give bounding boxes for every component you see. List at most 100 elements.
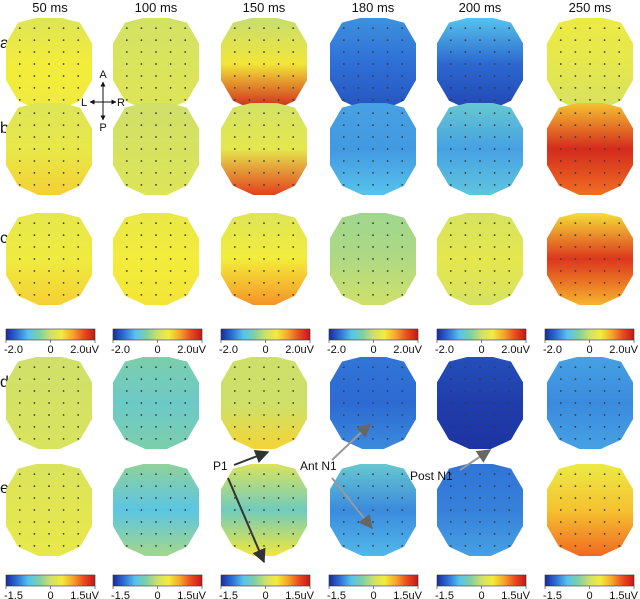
electrode <box>618 509 621 511</box>
electrode <box>62 222 65 225</box>
colorbar-0-5: -2.0 0 2.0uV <box>543 328 639 356</box>
electrode <box>248 390 251 392</box>
electrode <box>559 222 562 225</box>
time-header-50: 50 ms <box>32 0 68 15</box>
electrode <box>479 282 481 284</box>
electrode <box>589 112 591 114</box>
electrode <box>401 390 404 392</box>
electrode <box>401 172 404 174</box>
electrode <box>169 51 172 53</box>
electrode <box>140 234 143 237</box>
electrode <box>292 390 295 392</box>
electrode <box>508 282 511 284</box>
colorbar-tick-label: 0 <box>370 590 376 599</box>
electrode <box>603 509 606 511</box>
electrode <box>292 112 295 114</box>
electrode <box>62 184 65 186</box>
electrode <box>18 390 21 392</box>
electrode <box>62 545 65 547</box>
electrode <box>292 234 295 237</box>
electrode <box>248 438 251 440</box>
electrode <box>263 39 265 41</box>
electrode <box>618 99 621 101</box>
electrode <box>464 87 467 89</box>
electrode <box>449 63 452 65</box>
electrode <box>277 497 280 499</box>
electrode <box>48 160 50 162</box>
electrode <box>48 426 50 428</box>
electrode <box>479 270 481 272</box>
electrode <box>125 473 128 475</box>
electrode <box>493 87 496 89</box>
electrode <box>574 497 577 499</box>
electrode-dots <box>233 222 295 296</box>
electrode <box>372 234 374 237</box>
electrode <box>357 222 360 225</box>
electrode <box>233 136 236 138</box>
electrode <box>184 246 187 248</box>
electrode <box>618 485 621 487</box>
electrode <box>125 378 128 380</box>
electrode <box>140 485 143 487</box>
electrode <box>603 124 606 126</box>
electrode <box>386 426 389 428</box>
scalp-map-d-4 <box>437 357 523 449</box>
electrode <box>263 366 265 368</box>
electrode <box>184 509 187 511</box>
electrode <box>18 148 21 150</box>
electrode <box>372 258 374 260</box>
electrode <box>372 438 374 440</box>
electrode <box>508 246 511 248</box>
electrode <box>401 414 404 416</box>
electrode <box>77 282 80 284</box>
electrode <box>401 258 404 260</box>
electrode <box>493 533 496 535</box>
electrode <box>464 378 467 380</box>
electrode <box>155 124 157 126</box>
electrode <box>140 414 143 416</box>
electrode <box>574 99 577 101</box>
electrode <box>559 148 562 150</box>
electrode <box>77 438 80 440</box>
electrode <box>18 545 21 547</box>
electrode <box>574 136 577 138</box>
electrode <box>372 485 374 487</box>
colorbar-gradient <box>436 574 527 587</box>
electrode-dots <box>449 112 511 186</box>
electrode <box>184 426 187 428</box>
electrode <box>125 63 128 65</box>
electrode <box>62 366 65 368</box>
electrode <box>155 414 157 416</box>
scalp-map-d-2 <box>221 357 307 449</box>
electrode <box>479 402 481 404</box>
electrode <box>125 246 128 248</box>
electrode <box>33 246 36 248</box>
electrode <box>77 533 80 535</box>
electrode <box>603 51 606 53</box>
electrode <box>449 521 452 523</box>
electrode <box>263 390 265 392</box>
electrode <box>248 172 251 174</box>
electrode <box>233 148 236 150</box>
electrode <box>48 75 50 77</box>
electrode <box>48 184 50 186</box>
electrode <box>493 485 496 487</box>
electrode <box>372 545 374 547</box>
electrode <box>233 222 236 225</box>
electrode <box>401 270 404 272</box>
electrode <box>48 148 50 150</box>
electrode <box>140 75 143 77</box>
electrode <box>33 160 36 162</box>
electrode <box>33 378 36 380</box>
electrode <box>263 148 265 150</box>
colorbar-tick-label: 0 <box>478 590 484 599</box>
electrode <box>33 545 36 547</box>
electrode <box>574 51 577 53</box>
electrode <box>508 39 511 41</box>
electrode <box>589 533 591 535</box>
electrode-dots <box>449 27 511 101</box>
electrode <box>77 521 80 523</box>
electrode <box>508 438 511 440</box>
electrode <box>155 497 157 499</box>
electrode <box>292 160 295 162</box>
